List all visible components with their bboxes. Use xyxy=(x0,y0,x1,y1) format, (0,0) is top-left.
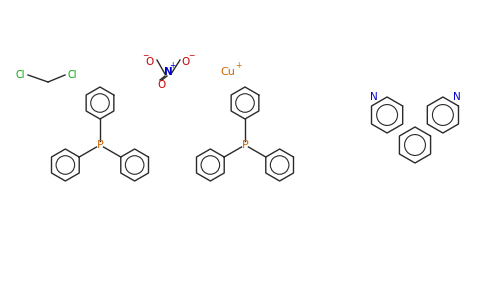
Text: P: P xyxy=(242,140,248,150)
Text: Cu: Cu xyxy=(221,67,235,77)
Text: Cl: Cl xyxy=(67,70,77,80)
Text: −: − xyxy=(188,52,194,61)
Text: P: P xyxy=(97,140,104,150)
Text: +: + xyxy=(235,61,241,70)
Text: O: O xyxy=(157,80,165,90)
Text: N: N xyxy=(164,67,172,77)
Text: O: O xyxy=(182,57,190,67)
Text: Cl: Cl xyxy=(15,70,25,80)
Text: O: O xyxy=(146,57,154,67)
Text: N: N xyxy=(453,92,460,102)
Text: −: − xyxy=(142,52,148,61)
Text: N: N xyxy=(370,92,378,102)
Text: +: + xyxy=(169,61,175,70)
